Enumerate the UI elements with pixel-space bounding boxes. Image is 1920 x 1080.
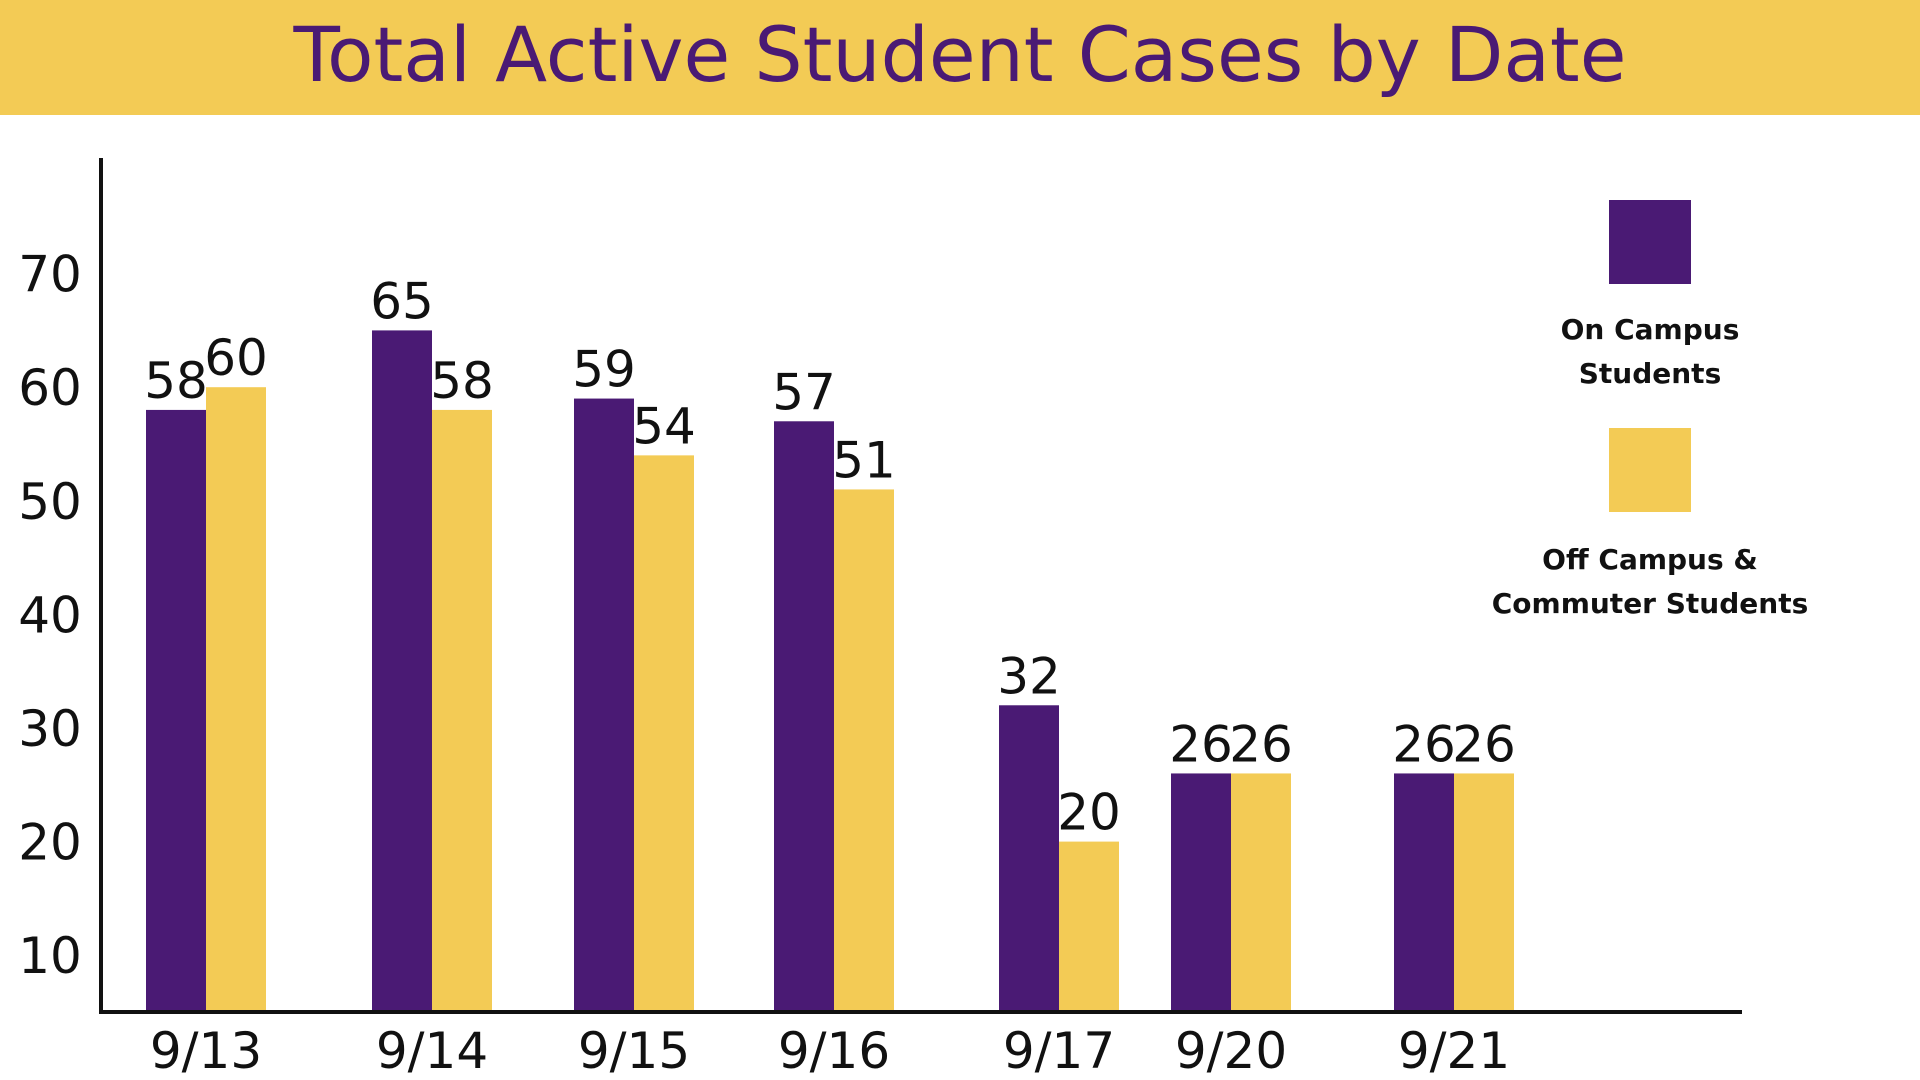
y-tick-label-30: 30 (18, 700, 82, 758)
x-tick-label-9-13: 9/13 (150, 1022, 262, 1080)
x-tick-label-9-20: 9/20 (1175, 1022, 1287, 1080)
data-label-on-campus-9-17: 32 (997, 647, 1061, 705)
bar-off-campus-9-21 (1454, 773, 1514, 1012)
y-tick-label-50: 50 (18, 473, 82, 531)
bar-on-campus-9-21 (1394, 773, 1454, 1012)
x-tick-label-9-21: 9/21 (1398, 1022, 1510, 1080)
y-tick-label-40: 40 (18, 586, 82, 644)
data-label-on-campus-9-20: 26 (1169, 715, 1233, 773)
bar-off-campus-9-17 (1059, 841, 1119, 1012)
data-label-off-campus-9-14: 58 (430, 352, 494, 410)
data-label-on-campus-9-21: 26 (1392, 715, 1456, 773)
y-tick-label-70: 70 (18, 246, 82, 304)
bar-off-campus-9-20 (1231, 773, 1291, 1012)
data-label-on-campus-9-13: 58 (144, 352, 208, 410)
bar-on-campus-9-13 (146, 409, 206, 1012)
bar-on-campus-9-20 (1171, 773, 1231, 1012)
legend-label-off-campus: Off Campus & Commuter Students (1491, 543, 1809, 620)
x-tick-label-9-16: 9/16 (778, 1022, 890, 1080)
bar-on-campus-9-16 (774, 421, 834, 1012)
bar-off-campus-9-16 (834, 489, 894, 1012)
title-band: Total Active Student Cases by Date (0, 0, 1920, 115)
legend-off-campus: Off Campus & Commuter Students (1480, 428, 1820, 626)
bar-on-campus-9-15 (574, 398, 634, 1012)
data-label-on-campus-9-16: 57 (772, 363, 836, 421)
data-label-off-campus-9-13: 60 (204, 329, 268, 387)
legend-swatch-on-campus (1609, 200, 1691, 284)
bar-off-campus-9-14 (432, 409, 492, 1012)
data-label-off-campus-9-21: 26 (1452, 715, 1516, 773)
x-tick-label-9-14: 9/14 (376, 1022, 488, 1080)
data-label-off-campus-9-16: 51 (832, 431, 896, 489)
x-tick-label-9-15: 9/15 (578, 1022, 690, 1080)
bar-off-campus-9-15 (634, 455, 694, 1012)
data-label-off-campus-9-15: 54 (632, 397, 696, 455)
data-label-off-campus-9-20: 26 (1229, 715, 1293, 773)
bar-on-campus-9-14 (372, 330, 432, 1012)
bar-off-campus-9-13 (206, 387, 266, 1012)
data-label-off-campus-9-17: 20 (1057, 784, 1121, 842)
legend-on-campus: On Campus Students (1480, 200, 1820, 396)
x-tick-label-9-17: 9/17 (1003, 1022, 1115, 1080)
data-label-on-campus-9-14: 65 (370, 272, 434, 330)
legend-label-on-campus: On Campus Students (1560, 313, 1740, 390)
y-tick-label-60: 60 (18, 359, 82, 417)
y-tick-label-20: 20 (18, 814, 82, 872)
data-label-on-campus-9-15: 59 (572, 341, 636, 399)
chart-title: Total Active Student Cases by Date (293, 10, 1627, 99)
y-tick-label-10: 10 (18, 927, 82, 985)
legend-swatch-off-campus (1609, 428, 1691, 512)
bar-on-campus-9-17 (999, 705, 1059, 1012)
